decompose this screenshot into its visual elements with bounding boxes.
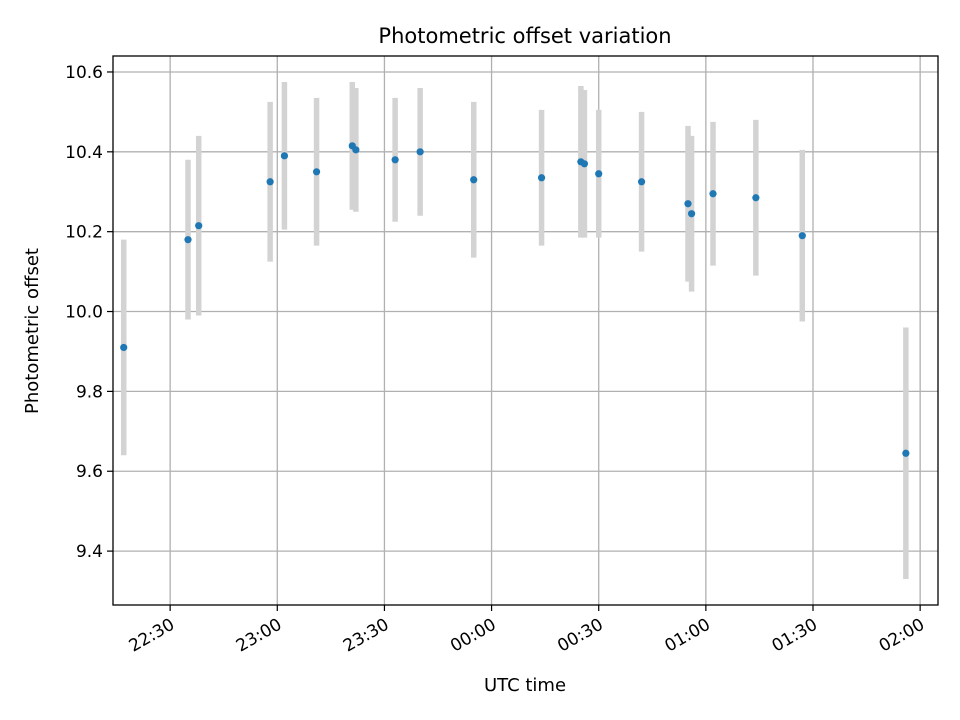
data-points [120, 142, 910, 457]
x-tick-label: 00:30 [554, 615, 606, 657]
x-axis: 22:30 23:00 23:30 00:00 00:30 01:00 01:30 02:00 [126, 605, 928, 656]
data-point [120, 343, 128, 352]
data-point [752, 194, 760, 202]
chart-title: Photometric offset variation [378, 24, 671, 48]
data-point [595, 170, 603, 178]
y-axis: 9.4 9.6 9.8 10.0 10.2 10.4 10.6 [65, 63, 113, 562]
data-point [184, 236, 192, 244]
data-point [416, 148, 424, 156]
data-point [280, 152, 289, 160]
data-point [902, 449, 910, 457]
y-tick-label: 10.2 [65, 223, 103, 243]
x-tick-label: 01:30 [769, 615, 821, 657]
y-axis-title: Photometric offset [22, 248, 43, 414]
y-tick-label: 10.0 [65, 303, 103, 323]
data-point [470, 176, 478, 184]
data-point [352, 146, 360, 154]
y-tick-label: 9.8 [76, 382, 103, 402]
data-point [637, 178, 646, 186]
data-point [580, 160, 589, 168]
x-tick-label: 23:30 [340, 615, 392, 657]
data-point [266, 178, 274, 186]
y-tick-label: 10.6 [65, 63, 103, 83]
data-point [684, 200, 692, 208]
data-point [391, 156, 399, 164]
x-tick-label: 22:30 [126, 615, 178, 657]
data-point [709, 190, 717, 198]
plot-frame [112, 55, 939, 606]
y-tick-label: 9.4 [76, 542, 103, 562]
x-tick-label: 01:00 [661, 615, 713, 657]
data-point [195, 222, 203, 230]
x-tick-label: 00:00 [447, 615, 499, 657]
y-tick-label: 9.6 [76, 462, 103, 482]
plot-area [113, 56, 938, 605]
data-point [687, 210, 696, 218]
data-point [312, 168, 321, 176]
data-point [537, 174, 546, 182]
x-tick-label: 23:00 [233, 615, 285, 657]
x-axis-title: UTC time [484, 675, 566, 696]
y-tick-label: 10.4 [65, 143, 103, 163]
data-point [798, 232, 806, 240]
x-tick-label: 02:00 [876, 615, 928, 657]
